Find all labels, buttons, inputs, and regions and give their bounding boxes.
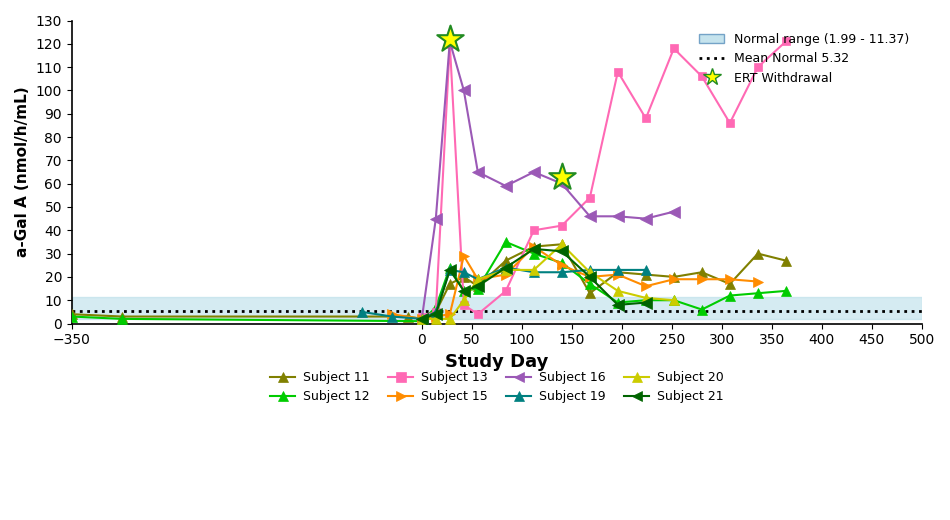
- Legend: Subject 11, Subject 12, Subject 13, Subject 15, Subject 16, Subject 19, Subject : Subject 11, Subject 12, Subject 13, Subj…: [265, 366, 729, 408]
- Point: [554, 173, 569, 181]
- Point: [442, 35, 457, 43]
- X-axis label: Study Day: Study Day: [446, 353, 548, 371]
- Bar: [72, 297, 922, 319]
- Y-axis label: a-Gal A (nmol/h/mL): a-Gal A (nmol/h/mL): [15, 87, 30, 257]
